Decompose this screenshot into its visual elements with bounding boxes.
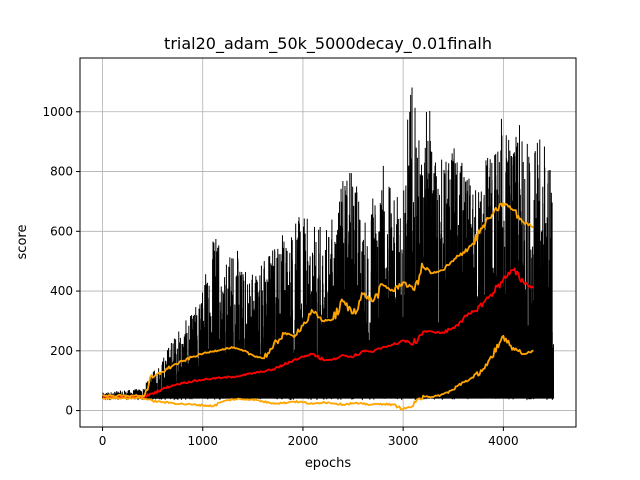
raw-score-line <box>102 87 555 401</box>
y-tick-label: 800 <box>50 165 73 179</box>
y-tick-label: 600 <box>50 224 73 238</box>
grid-lines <box>80 58 576 427</box>
chart-title: trial20_adam_50k_5000decay_0.01finalh <box>164 34 492 54</box>
y-tick-label: 200 <box>50 344 73 358</box>
x-axis-label: epochs <box>305 456 352 471</box>
x-tick-label: 0 <box>99 434 107 448</box>
y-tick-label: 400 <box>50 284 73 298</box>
x-axis-ticks: 0 1000 2000 3000 4000 <box>99 427 519 448</box>
y-tick-label: 1000 <box>42 105 73 119</box>
raw-score-series <box>102 87 555 401</box>
y-axis-label: score <box>15 225 30 260</box>
x-tick-label: 3000 <box>388 434 419 448</box>
upper-band-line <box>102 202 534 398</box>
x-tick-label: 1000 <box>187 434 218 448</box>
x-tick-label: 4000 <box>488 434 519 448</box>
y-axis-ticks: 0 200 400 600 800 1000 <box>42 105 80 418</box>
y-tick-label: 0 <box>65 404 73 418</box>
x-tick-label: 2000 <box>288 434 319 448</box>
smoothed-series-group <box>102 202 535 411</box>
mean-score-line <box>102 267 535 399</box>
plot-area <box>102 87 555 411</box>
lower-band-line <box>102 334 534 411</box>
axes-frame <box>79 57 577 428</box>
